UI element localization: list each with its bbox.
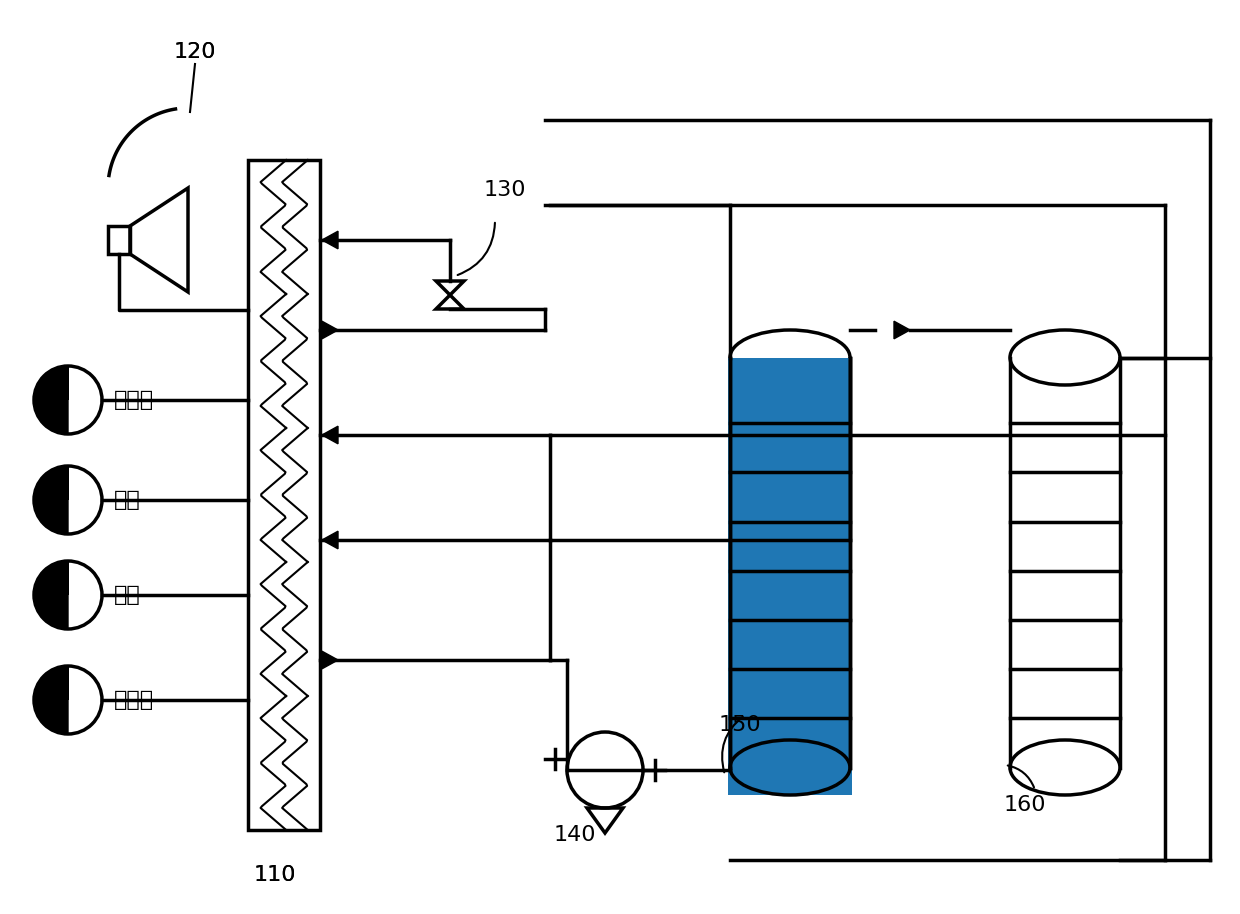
FancyArrowPatch shape (1008, 766, 1034, 787)
Bar (248, 160, 320, 830)
Text: 燃料气: 燃料气 (114, 390, 154, 410)
Polygon shape (322, 321, 339, 339)
Bar (108, 226, 130, 254)
Polygon shape (33, 561, 68, 629)
Text: 160: 160 (1003, 795, 1047, 815)
Polygon shape (322, 531, 339, 548)
Text: 120: 120 (174, 42, 216, 62)
Text: 110: 110 (254, 865, 296, 885)
FancyArrowPatch shape (458, 223, 495, 275)
Polygon shape (36, 587, 51, 603)
Text: 火炬气: 火炬气 (114, 690, 154, 710)
Bar (728, 357, 852, 795)
Text: 110: 110 (254, 865, 296, 885)
Text: 轻烃: 轻烃 (114, 585, 141, 605)
Polygon shape (322, 651, 339, 669)
Text: 氮气: 氮气 (114, 490, 141, 510)
Text: 140: 140 (554, 825, 596, 845)
Text: 120: 120 (174, 42, 216, 62)
Polygon shape (33, 666, 68, 734)
FancyArrowPatch shape (722, 717, 743, 772)
Polygon shape (36, 392, 51, 409)
Text: 150: 150 (719, 715, 761, 735)
Polygon shape (33, 366, 68, 434)
Polygon shape (33, 466, 68, 534)
Polygon shape (322, 231, 339, 249)
Polygon shape (36, 492, 51, 508)
Polygon shape (894, 321, 910, 339)
Polygon shape (36, 692, 51, 708)
Polygon shape (322, 426, 339, 444)
Text: 130: 130 (484, 180, 526, 200)
